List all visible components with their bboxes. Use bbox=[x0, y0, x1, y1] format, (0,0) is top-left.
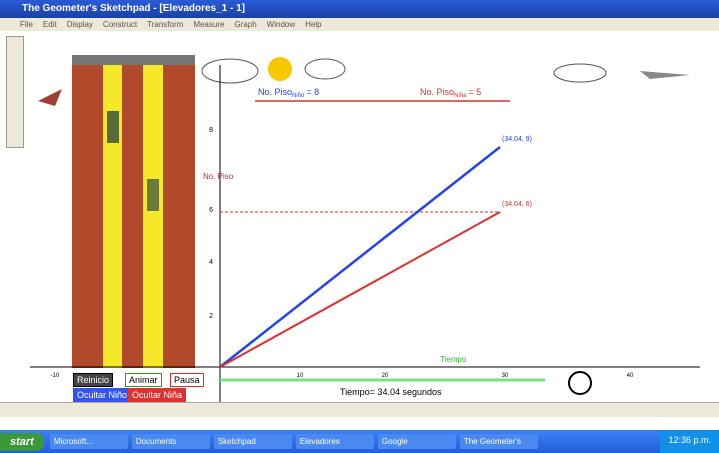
menu-item[interactable]: Display bbox=[67, 18, 93, 31]
screen: The Geometer's Sketchpad - [Elevadores_1… bbox=[0, 0, 719, 453]
cloud bbox=[305, 59, 345, 79]
girl-figure bbox=[147, 179, 159, 211]
girl-line bbox=[220, 212, 500, 367]
task-button[interactable]: Sketchpad bbox=[214, 434, 292, 449]
y-tick-label: 4 bbox=[209, 259, 213, 266]
start-button[interactable]: start bbox=[0, 433, 44, 451]
task-button[interactable]: Elevadores bbox=[296, 434, 374, 449]
y-axis-label: No. Piso bbox=[203, 172, 234, 181]
x-tick-label: 20 bbox=[382, 373, 389, 379]
shaft bbox=[103, 65, 122, 368]
plane bbox=[640, 71, 690, 79]
y-tick-label: 6 bbox=[209, 207, 213, 214]
button[interactable]: Reinicio bbox=[73, 373, 113, 387]
cloud bbox=[202, 59, 258, 83]
menu-item[interactable]: Edit bbox=[43, 18, 57, 31]
menu-item[interactable]: Window bbox=[267, 18, 295, 31]
button[interactable]: Pausa bbox=[170, 373, 204, 387]
task-button[interactable]: The Geometer's bbox=[460, 434, 538, 449]
building bbox=[72, 55, 195, 368]
x-tick-label: 10 bbox=[297, 373, 304, 379]
x-tick-label: 40 bbox=[627, 373, 634, 379]
button[interactable]: Animar bbox=[125, 373, 162, 387]
task-button[interactable]: Documents bbox=[132, 434, 210, 449]
y-tick-label: 2 bbox=[209, 313, 213, 320]
x-axis-label: Tiempo bbox=[440, 355, 467, 364]
point-label: (34.04, 6) bbox=[502, 201, 532, 208]
x-tick-label: -10 bbox=[51, 373, 60, 379]
sun bbox=[268, 57, 292, 81]
menu-bar: File Edit Display Construct Transform Measure… bbox=[0, 18, 719, 31]
boy-floor-label: No. PisoNiño= 8 bbox=[258, 87, 319, 99]
y-tick-label: 8 bbox=[209, 127, 213, 134]
menu-item[interactable]: Graph bbox=[234, 18, 256, 31]
clock: 12:36 p.m. bbox=[660, 430, 719, 453]
boy-line bbox=[220, 147, 500, 367]
bird bbox=[38, 89, 62, 106]
task-button[interactable]: Google bbox=[378, 434, 456, 449]
sketch-canvas: No. PisoNiño= 8 No. PisoNiña= 5 No. Piso… bbox=[0, 31, 719, 402]
x-tick-label: 30 bbox=[502, 373, 509, 379]
menu-item[interactable]: Construct bbox=[103, 18, 137, 31]
task-list: Microsoft... Documents Sketchpad Elevadores… bbox=[50, 434, 538, 449]
menu-item[interactable]: Help bbox=[305, 18, 321, 31]
shaft bbox=[143, 65, 163, 368]
page-tabs[interactable] bbox=[0, 402, 719, 417]
clock-icon bbox=[569, 372, 591, 394]
roof bbox=[72, 55, 195, 65]
girl-floor-label: No. PisoNiña= 5 bbox=[420, 87, 481, 99]
time-readout: Tiempo= 34.04 segundos bbox=[340, 387, 442, 397]
point-label: (34.04, 9) bbox=[502, 136, 532, 143]
menu-item[interactable]: File bbox=[20, 18, 33, 31]
title-bar: The Geometer's Sketchpad - [Elevadores_1… bbox=[0, 0, 719, 18]
button[interactable]: Ocultar Niño bbox=[73, 388, 131, 402]
boy-figure bbox=[107, 111, 119, 143]
button[interactable]: Ocultar Niña bbox=[128, 388, 186, 402]
taskbar: start Microsoft... Documents Sketchpad Elev… bbox=[0, 430, 719, 453]
cloud bbox=[554, 64, 606, 82]
task-button[interactable]: Microsoft... bbox=[50, 434, 128, 449]
menu-item[interactable]: Transform bbox=[147, 18, 183, 31]
menu-item[interactable]: Measure bbox=[193, 18, 224, 31]
